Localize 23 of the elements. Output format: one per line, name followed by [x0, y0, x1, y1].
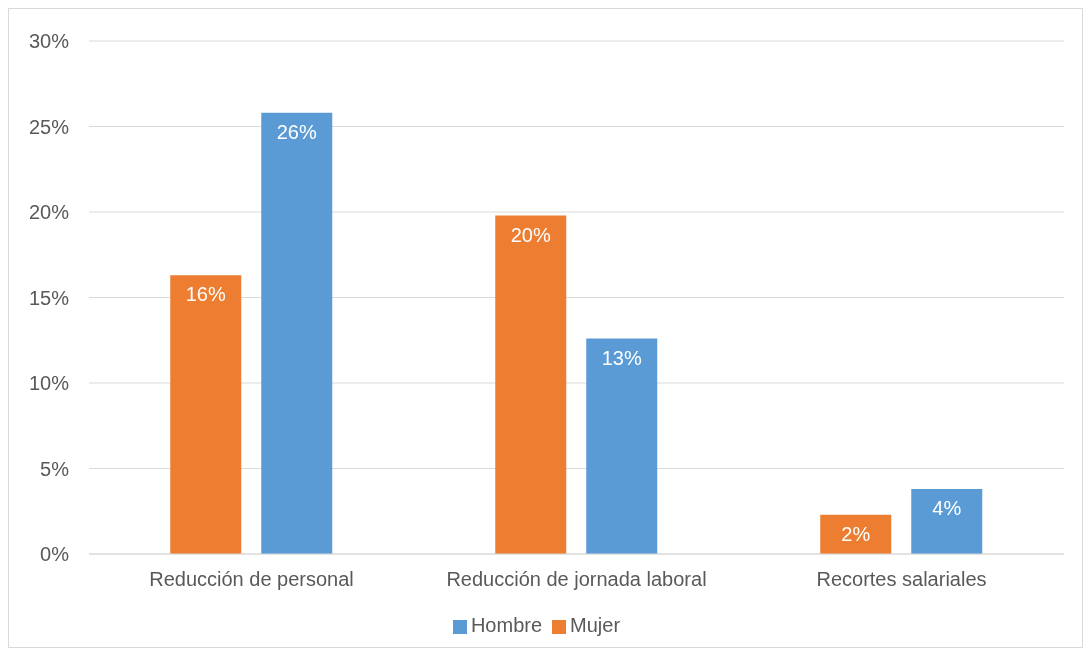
y-tick-label: 25%	[28, 115, 70, 138]
y-tick-label: 15%	[28, 286, 70, 309]
bar	[911, 489, 983, 554]
bar	[495, 215, 567, 554]
data-label: 16%	[185, 283, 226, 306]
y-tick-label: 20%	[28, 201, 70, 224]
x-tick-label: Reducción de personal	[149, 568, 354, 591]
data-label: 26%	[276, 121, 317, 144]
bar	[261, 112, 333, 554]
bar	[170, 275, 242, 554]
data-label: 4%	[932, 497, 962, 520]
data-label: 2%	[841, 522, 871, 545]
data-label: 13%	[601, 346, 642, 369]
x-tick-label: Reducción de jornada laboral	[446, 568, 707, 591]
y-tick-label: 5%	[40, 457, 70, 480]
legend-label: Mujer	[570, 614, 621, 636]
y-tick-label: 10%	[28, 372, 70, 395]
data-label: 20%	[510, 223, 551, 246]
y-tick-label: 0%	[40, 543, 70, 566]
x-tick-label: Recortes salariales	[816, 568, 987, 591]
y-tick-label: 30%	[28, 30, 70, 53]
legend-label: Hombre	[470, 614, 543, 636]
bar	[586, 338, 658, 554]
